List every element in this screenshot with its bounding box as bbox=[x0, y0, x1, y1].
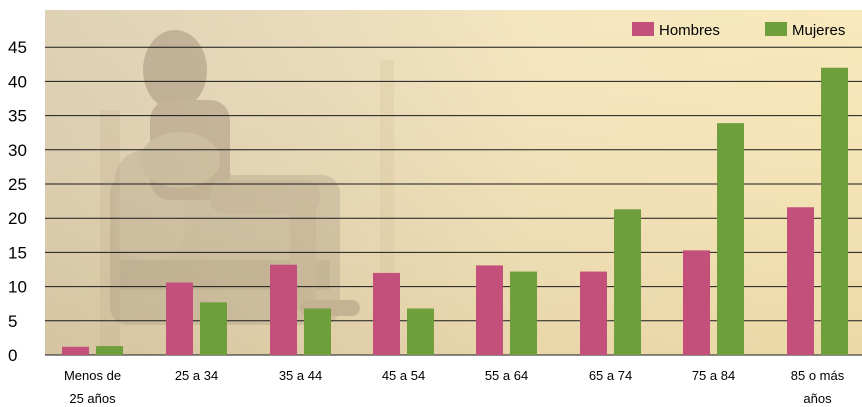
legend-label-mujeres: Mujeres bbox=[792, 22, 845, 39]
y-tick-label: 25 bbox=[8, 175, 27, 194]
bar-mujeres bbox=[304, 308, 331, 355]
x-category-label: 25 años bbox=[69, 391, 116, 406]
x-category-label: 45 a 54 bbox=[382, 368, 425, 383]
bar-mujeres bbox=[96, 346, 123, 355]
bar-hombres bbox=[683, 250, 710, 355]
bar-mujeres bbox=[510, 271, 537, 355]
bar-hombres bbox=[373, 272, 400, 355]
bar-hombres bbox=[62, 346, 89, 355]
y-tick-label: 30 bbox=[8, 141, 27, 160]
y-tick-label: 35 bbox=[8, 107, 27, 126]
y-tick-label: 5 bbox=[8, 312, 17, 331]
y-axis: 0 5 10 15 20 25 30 35 40 45 bbox=[8, 38, 27, 365]
x-category-label: 85 o más bbox=[791, 368, 845, 383]
bar-mujeres bbox=[614, 209, 641, 355]
bar-hombres bbox=[166, 282, 193, 355]
x-category-label: 35 a 44 bbox=[279, 368, 322, 383]
bars bbox=[62, 67, 848, 356]
bar-mujeres bbox=[200, 302, 227, 355]
bar-mujeres bbox=[821, 67, 848, 355]
bar-hombres bbox=[787, 207, 814, 355]
x-category-label: 75 a 84 bbox=[692, 368, 735, 383]
x-category-label: años bbox=[803, 391, 832, 406]
x-category-label: Menos de bbox=[64, 368, 121, 383]
x-axis-categories: Menos de 25 años 25 a 34 35 a 44 45 a 54 55 a… bbox=[64, 368, 845, 406]
x-category-label: 65 a 74 bbox=[589, 368, 632, 383]
legend-label-hombres: Hombres bbox=[659, 22, 720, 39]
legend-swatch-hombres bbox=[632, 22, 654, 36]
x-category-label: 55 a 64 bbox=[485, 368, 528, 383]
bar-hombres bbox=[270, 264, 297, 355]
y-tick-label: 10 bbox=[8, 278, 27, 297]
bar-mujeres bbox=[407, 308, 434, 355]
y-tick-label: 40 bbox=[8, 72, 27, 91]
legend: Hombres Mujeres bbox=[632, 22, 845, 39]
x-category-label: 25 a 34 bbox=[175, 368, 218, 383]
legend-swatch-mujeres bbox=[765, 22, 787, 36]
y-tick-label: 20 bbox=[8, 209, 27, 228]
y-tick-label: 15 bbox=[8, 243, 27, 262]
bar-hombres bbox=[580, 271, 607, 355]
y-tick-label: 0 bbox=[8, 346, 17, 365]
bar-mujeres bbox=[717, 123, 744, 356]
bar-hombres bbox=[476, 265, 503, 355]
y-tick-label: 45 bbox=[8, 38, 27, 57]
